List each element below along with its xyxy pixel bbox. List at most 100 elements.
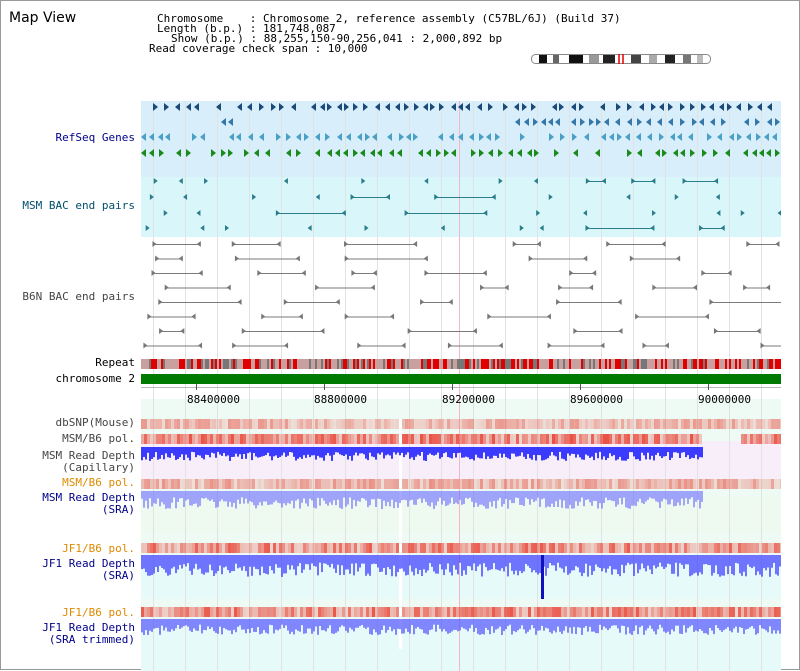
read-depth-bar [379,447,381,455]
polymorphism-cell [750,434,753,444]
polymorphism-cell [306,419,309,429]
read-depth-bar [491,447,493,459]
repeat-block [367,359,369,369]
read-depth-bar [175,447,177,460]
read-depth-bar [319,619,321,626]
read-depth-bar [695,447,697,455]
read-depth-bar [361,491,363,498]
read-depth-bar [763,555,765,569]
read-depth-bar [677,619,679,626]
polymorphism-cell [333,607,336,617]
read-depth-bar [405,491,407,501]
polymorphism-cell [507,543,510,553]
polymorphism-cell [411,479,414,489]
polymorphism-cell [780,479,781,489]
repeat-block [725,359,727,369]
polymorphism-cell [354,434,357,444]
read-depth-bar [377,619,379,635]
chromosome-ideogram[interactable] [531,54,711,64]
repeat-block [363,359,365,369]
read-depth-bar [733,619,735,629]
read-depth-bar [705,555,707,564]
read-depth-bar [617,619,619,629]
polymorphism-cell [765,543,768,553]
read-depth-bar [147,555,149,576]
read-depth-bar [157,447,159,460]
polymorphism-cell [456,419,459,429]
read-depth-bar [637,447,639,460]
polymorphism-cell [216,607,219,617]
read-depth-bar [147,447,149,453]
polymorphism-cell [633,434,636,444]
read-depth-bar [621,447,623,461]
read-depth-bar [301,619,303,626]
gene-arrow [469,133,474,141]
polymorphism-cell [501,434,504,444]
repeat-block [161,359,163,369]
polymorphism-cell [354,543,357,553]
bac-end-arrow [143,342,148,349]
polymorphism-cell [267,434,270,444]
read-depth-bar [235,619,237,633]
polymorphism-cell [390,607,393,617]
read-depth-bar [311,619,313,634]
polymorphism-cell [711,607,714,617]
polymorphism-cell [753,434,756,444]
bac-end-arrow [589,284,594,291]
polymorphism-cell [354,479,357,489]
bac-end-arrow [743,284,748,291]
polymorphism-cell [144,419,147,429]
grid-line [601,99,602,671]
track-label-msm-bac[interactable]: MSM BAC end pairs [22,199,135,212]
polymorphism-cell [387,434,390,444]
gene-arrow [413,133,418,141]
read-depth-bar [581,555,583,577]
track-label-b6n-bac[interactable]: B6N BAC end pairs [22,290,135,303]
read-depth-bar [457,555,459,575]
read-depth-bar [649,491,651,498]
repeat-block [445,359,447,369]
track-label-refseq[interactable]: RefSeq Genes [55,131,135,144]
read-depth-bar [387,447,389,455]
polymorphism-cell [591,434,594,444]
gene-arrow [616,103,621,111]
polymorphism-cell [540,434,543,444]
gene-arrow [759,149,764,157]
polymorphism-cell [732,607,735,617]
read-depth-bar [687,555,689,565]
read-depth-bar [505,555,507,567]
read-depth-bar [353,447,355,456]
read-depth-bar [339,619,341,628]
read-depth-bar [331,619,333,634]
polymorphism-cell [486,434,489,444]
read-depth-bar [521,491,523,505]
read-depth-bar [775,555,777,575]
genome-track-area[interactable] [141,99,781,671]
read-depth-bar [551,447,553,452]
polymorphism-cell [279,543,282,553]
polymorphism-cell [552,543,555,553]
read-depth-bar [459,447,461,453]
bac-end-arrow [180,328,185,334]
repeat-block [683,359,685,369]
bac-end-arrow [539,225,544,231]
read-depth-bar [299,491,301,509]
polymorphism-cell [645,419,648,429]
read-depth-bar [211,555,213,571]
bac-pair-line [404,213,488,214]
read-depth-bar [453,491,455,504]
read-depth-bar [607,619,609,631]
polymorphism-cell [531,434,534,444]
gene-arrow [531,103,536,111]
polymorphism-cell [663,434,666,444]
read-depth-bar [743,619,745,634]
read-depth-bar [241,619,243,630]
gene-arrow [514,103,519,111]
read-depth-bar [609,619,611,629]
polymorphism-cell [489,419,492,429]
gene-arrow [363,103,368,111]
gene-arrow [559,103,564,111]
read-depth-bar [645,491,647,502]
read-depth-bar [231,555,233,572]
bac-pair-line [558,287,594,289]
